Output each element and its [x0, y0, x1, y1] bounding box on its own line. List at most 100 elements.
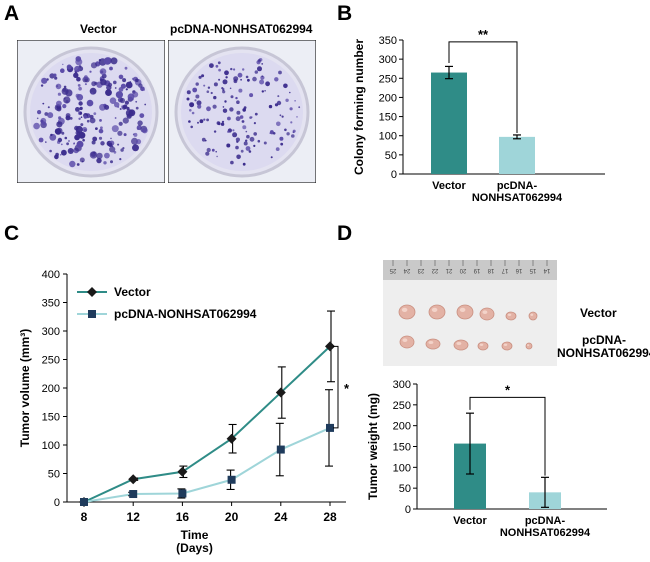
- colony-dot: [206, 106, 211, 112]
- colony-dot: [242, 68, 245, 71]
- colony-dot: [136, 127, 140, 130]
- colony-dot: [79, 106, 83, 111]
- colony-dot: [189, 102, 195, 108]
- colony-dot: [37, 110, 42, 115]
- colony-dot: [261, 63, 264, 65]
- colony-dot: [54, 154, 59, 160]
- weight-y-tick-label: 300: [393, 379, 411, 391]
- tumor-specimen: [477, 341, 489, 351]
- tumor-highlight: [459, 307, 466, 312]
- colony-dot: [96, 157, 102, 164]
- tumor-specimen: [425, 338, 441, 350]
- tumor-photo-label-nonhsat: NONHSAT062994: [557, 346, 650, 360]
- ruler-tick-label: 14: [543, 267, 550, 273]
- colony-dot: [247, 78, 250, 82]
- colony-y-tick-label: 150: [379, 112, 397, 124]
- colony-dot: [213, 82, 218, 87]
- colony-dot: [131, 77, 135, 80]
- panel-letter-c: C: [4, 222, 20, 245]
- colony-dot: [93, 112, 97, 115]
- colony-dot: [94, 81, 98, 85]
- ruler-tick-label: 22: [431, 267, 438, 273]
- colony-dot: [118, 74, 124, 80]
- colony-significance-marker: **: [478, 28, 489, 42]
- tumor-specimen: [501, 341, 513, 351]
- colony-dot: [122, 104, 128, 110]
- colony-dot: [285, 98, 289, 102]
- colony-dot: [69, 117, 73, 120]
- colony-bar-chart: 0 50 100 150 200 250 300 350 Colony forming numb…: [352, 28, 605, 204]
- ruler-tick-label: 21: [445, 267, 452, 273]
- colony-dot: [89, 117, 96, 124]
- colony-dot: [245, 130, 248, 133]
- colony-dot: [265, 81, 270, 87]
- volume-x-tick-label: 12: [127, 510, 141, 524]
- weight-y-tick-label: 50: [399, 483, 411, 495]
- volume-point-vector: [226, 433, 237, 444]
- colony-dot: [232, 129, 235, 132]
- colony-dot: [206, 90, 210, 93]
- colony-dot: [198, 75, 202, 79]
- colony-dot: [141, 127, 148, 134]
- volume-series-line-1: [83, 426, 331, 503]
- colony-dot: [75, 56, 82, 62]
- colony-dot: [253, 132, 257, 136]
- volume-x-axis-label: Time: [181, 528, 209, 542]
- colony-dot: [242, 125, 247, 130]
- colony-dot: [80, 116, 83, 118]
- colony-dot: [40, 84, 44, 87]
- colony-dot: [279, 114, 282, 117]
- colony-dot: [115, 91, 123, 99]
- weight-y-tick-label: 0: [405, 504, 411, 516]
- colony-dot: [230, 95, 234, 99]
- volume-series-line-0: [83, 345, 331, 503]
- colony-dot: [125, 81, 133, 89]
- colony-dot: [105, 89, 112, 96]
- colony-dot: [227, 116, 231, 121]
- colony-dot: [33, 122, 40, 130]
- weight-category-label: NONHSAT062994: [500, 527, 591, 539]
- colony-dot: [77, 84, 81, 87]
- colony-dot: [64, 136, 68, 140]
- tumor-specimen: [528, 311, 538, 321]
- colony-dot: [252, 76, 257, 82]
- weight-category-label: pcDNA-: [525, 515, 566, 527]
- colony-dot: [92, 136, 98, 142]
- colony-dot: [240, 149, 244, 153]
- ruler-strip: [383, 260, 557, 280]
- colony-dot: [226, 143, 231, 148]
- colony-dot: [138, 83, 143, 88]
- colony-dot: [67, 148, 74, 154]
- colony-dot: [224, 70, 229, 76]
- colony-dot: [86, 119, 90, 123]
- colony-dot: [204, 139, 207, 142]
- colony-dot: [291, 134, 295, 138]
- colony-dot: [59, 154, 62, 156]
- colony-dot: [256, 60, 261, 65]
- colony-dot: [216, 155, 218, 158]
- colony-dot: [73, 72, 79, 78]
- colony-dot: [57, 137, 63, 143]
- colony-dot: [186, 90, 191, 95]
- volume-y-tick-label: 100: [42, 440, 60, 452]
- colony-dot: [36, 117, 39, 120]
- legend-marker-pcdna: [88, 310, 96, 318]
- colony-dot: [221, 120, 225, 123]
- colony-dot: [189, 109, 192, 112]
- colony-dot: [119, 158, 122, 161]
- colony-dot: [108, 142, 113, 147]
- colony-dot: [277, 95, 280, 98]
- colony-dot: [269, 130, 274, 134]
- colony-dot: [263, 141, 267, 145]
- colony-dot: [117, 143, 120, 146]
- colony-dot: [91, 92, 94, 95]
- colony-dot: [78, 117, 81, 121]
- colony-dot: [229, 107, 234, 112]
- colony-dot: [41, 77, 48, 84]
- colony-dot: [211, 148, 215, 152]
- colony-y-tick-label: 100: [379, 131, 397, 143]
- colony-dot: [101, 141, 104, 144]
- colony-dot: [111, 125, 119, 133]
- colony-dot: [110, 160, 113, 164]
- colony-dot: [140, 86, 145, 92]
